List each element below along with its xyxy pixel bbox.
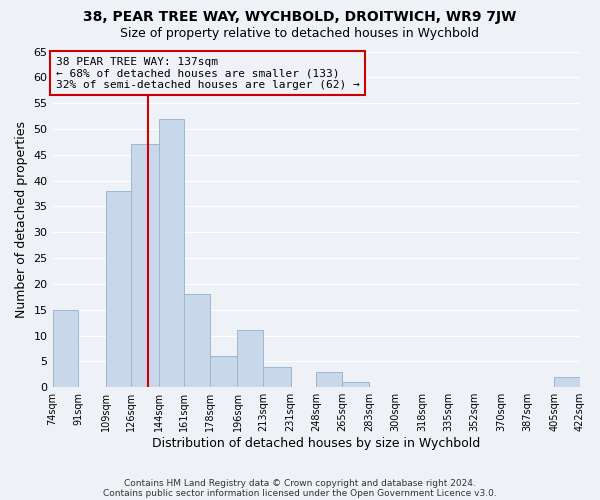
Bar [106, 191, 131, 387]
Text: Size of property relative to detached houses in Wychbold: Size of property relative to detached ho… [121, 28, 479, 40]
Y-axis label: Number of detached properties: Number of detached properties [15, 121, 28, 318]
Bar [53, 310, 79, 387]
Text: Contains HM Land Registry data © Crown copyright and database right 2024.: Contains HM Land Registry data © Crown c… [124, 478, 476, 488]
Text: Contains public sector information licensed under the Open Government Licence v3: Contains public sector information licen… [103, 488, 497, 498]
Text: 38 PEAR TREE WAY: 137sqm
← 68% of detached houses are smaller (133)
32% of semi-: 38 PEAR TREE WAY: 137sqm ← 68% of detach… [56, 56, 359, 90]
Bar [210, 356, 238, 387]
Bar [131, 144, 158, 387]
Bar [554, 377, 580, 387]
Text: 38, PEAR TREE WAY, WYCHBOLD, DROITWICH, WR9 7JW: 38, PEAR TREE WAY, WYCHBOLD, DROITWICH, … [83, 10, 517, 24]
Bar [342, 382, 370, 387]
Bar [158, 118, 184, 387]
Bar [316, 372, 342, 387]
Bar [238, 330, 263, 387]
Bar [263, 366, 290, 387]
Bar [184, 294, 210, 387]
X-axis label: Distribution of detached houses by size in Wychbold: Distribution of detached houses by size … [152, 437, 481, 450]
